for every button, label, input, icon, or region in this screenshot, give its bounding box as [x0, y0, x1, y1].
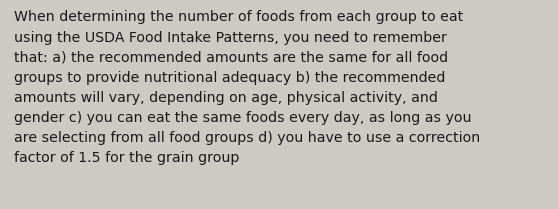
Text: When determining the number of foods from each group to eat
using the USDA Food : When determining the number of foods fro… — [14, 10, 480, 165]
